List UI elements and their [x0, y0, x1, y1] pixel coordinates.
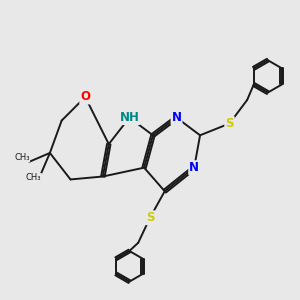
- Text: CH₃: CH₃: [26, 173, 41, 182]
- Text: S: S: [146, 211, 154, 224]
- Text: NH: NH: [119, 111, 139, 124]
- Text: N: N: [172, 111, 182, 124]
- Text: CH₃: CH₃: [14, 153, 30, 162]
- Text: S: S: [225, 117, 234, 130]
- Text: O: O: [80, 91, 90, 103]
- Text: N: N: [189, 161, 199, 174]
